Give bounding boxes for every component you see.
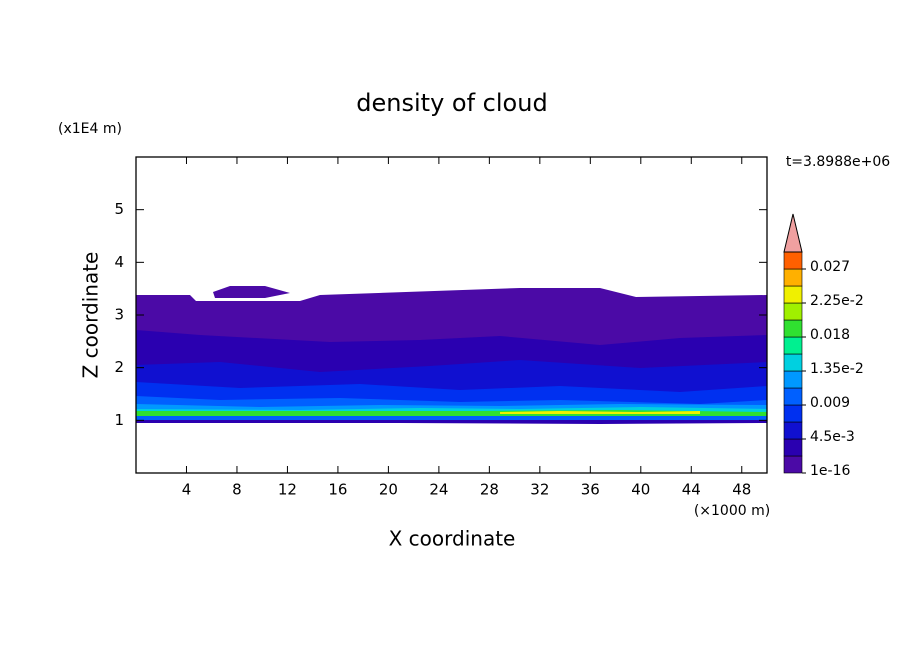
y-tick-label: 3 — [114, 306, 124, 324]
x-tick-label: 4 — [182, 481, 192, 499]
colorbar-extend — [783, 213, 803, 253]
x-tick-label: 28 — [480, 481, 499, 499]
x-tick-label: 16 — [328, 481, 347, 499]
contour-band — [213, 286, 290, 298]
chart-title: density of cloud — [356, 89, 547, 117]
contour-field — [136, 286, 767, 424]
colorbar-band — [783, 353, 803, 372]
x-unit: (×1000 m) — [694, 503, 770, 519]
colorbar-label: 0.018 — [810, 327, 850, 343]
y-tick-label: 1 — [114, 411, 124, 429]
y-tick-label: 4 — [114, 253, 124, 271]
x-tick-label: 20 — [379, 481, 398, 499]
y-tick-label: 5 — [114, 200, 124, 218]
colorbar-label: 1e-16 — [810, 463, 850, 479]
x-tick-label: 48 — [732, 481, 751, 499]
colorbar-band — [783, 285, 803, 304]
colorbar-label: 0.027 — [810, 259, 850, 275]
colorbar-band — [783, 438, 803, 457]
x-tick-label: 12 — [278, 481, 297, 499]
contour-band — [500, 411, 700, 414]
contour-band — [136, 416, 767, 420]
y-tick-label: 2 — [114, 358, 124, 376]
x-tick-label: 40 — [631, 481, 650, 499]
colorbar-band — [783, 251, 803, 270]
colorbar-band — [783, 370, 803, 389]
x-tick-label: 36 — [581, 481, 600, 499]
colorbar-band — [783, 302, 803, 321]
colorbar-label: 0.009 — [810, 395, 850, 411]
colorbar-label: 1.35e-2 — [810, 361, 864, 377]
x-tick-label: 32 — [530, 481, 549, 499]
time-label: t=3.8988e+06 — [786, 154, 890, 170]
colorbar-band — [783, 268, 803, 287]
contour-band — [136, 410, 767, 416]
colorbar-band — [783, 455, 803, 474]
x-tick-label: 24 — [429, 481, 448, 499]
y-unit: (x1E4 m) — [58, 121, 122, 137]
x-axis-title: X coordinate — [389, 527, 516, 551]
colorbar-band — [783, 387, 803, 406]
colorbar-band — [783, 404, 803, 423]
colorbar-band — [783, 336, 803, 355]
contour-band — [136, 420, 767, 424]
colorbar-band — [783, 319, 803, 338]
colorbar-label: 4.5e-3 — [810, 429, 855, 445]
y-axis-title: Z coordinate — [79, 252, 103, 379]
x-tick-label: 8 — [232, 481, 242, 499]
colorbar-label: 2.25e-2 — [810, 293, 864, 309]
x-tick-label: 44 — [682, 481, 701, 499]
colorbar-band — [783, 421, 803, 440]
